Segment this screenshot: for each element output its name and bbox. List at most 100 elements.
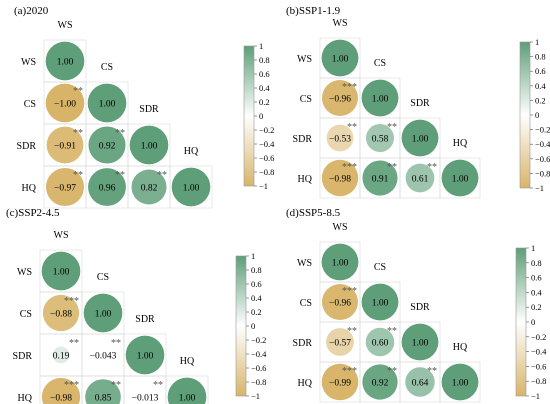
diagonal-label: 1.00 — [332, 259, 349, 269]
colorbar-tick-label: −0.4 — [251, 349, 267, 359]
column-label: WS — [333, 222, 348, 233]
correlation-label: 0.91 — [372, 175, 389, 185]
colorbar-tick-label: −0.2 — [251, 335, 266, 345]
diagonal-label: 1.00 — [99, 100, 116, 110]
significance-mark: ** — [73, 170, 83, 181]
colorbar-tick-label: 0.8 — [251, 265, 262, 275]
column-label: SDR — [139, 104, 159, 115]
significance-mark: ** — [115, 128, 125, 139]
colorbar-tick-label: −0.2 — [259, 125, 274, 135]
row-label: SDR — [17, 141, 37, 152]
column-label: SDR — [135, 314, 155, 325]
row-label: SDR — [293, 134, 313, 145]
row-label: WS — [17, 267, 32, 278]
colorbar-tick-label: 1 — [531, 243, 535, 253]
diagonal-label: 1.00 — [412, 135, 429, 145]
colorbar-tick-label: 0.4 — [259, 83, 270, 93]
panel-0: (a)2020 WS CS SDR HQ WS CS SDR HQ 1.00 1.00 1.00 1.0… — [14, 5, 275, 209]
significance-mark: ** — [427, 162, 437, 173]
colorbar-tick-label: 0 — [535, 110, 539, 120]
correlation-label: 0.85 — [95, 394, 112, 404]
correlation-label: −0.043 — [90, 352, 117, 362]
correlation-label: −0.013 — [132, 394, 159, 404]
diagonal-circle — [41, 251, 81, 291]
row-label: WS — [297, 258, 312, 269]
colorbar-tick-label: −0.6 — [259, 153, 274, 163]
significance-mark: ** — [387, 366, 397, 377]
colorbar-tick-label: −0.4 — [531, 347, 547, 357]
diagonal-circle — [321, 243, 359, 281]
correlation-label: −0.57 — [329, 339, 351, 349]
diagonal-circle — [441, 363, 479, 401]
significance-mark: *** — [342, 162, 357, 173]
colorbar-tick-label: 0.6 — [251, 279, 262, 289]
diagonal-label: 1.00 — [332, 55, 349, 65]
diagonal-circle — [361, 283, 399, 321]
significance-mark: *** — [342, 286, 357, 297]
colorbar — [519, 41, 531, 189]
correlation-circle — [42, 294, 80, 332]
correlation-circle — [326, 328, 354, 356]
correlation-circle — [321, 159, 359, 197]
row-label: HQ — [22, 183, 37, 194]
diagonal-label: 1.00 — [95, 310, 112, 320]
significance-mark: ** — [153, 380, 163, 391]
row-label: HQ — [298, 378, 313, 389]
diagonal-label: 1.00 — [141, 142, 158, 152]
colorbar-tick-label: 0.2 — [531, 302, 542, 312]
correlation-circle — [365, 327, 395, 357]
significance-mark: *** — [64, 380, 79, 391]
colorbar-tick-label: −1 — [535, 183, 544, 193]
correlation-circle — [41, 377, 81, 404]
significance-mark: ** — [347, 326, 357, 337]
colorbar-tick-label: −0.6 — [531, 361, 546, 371]
significance-mark: ** — [111, 338, 121, 349]
panel-title: (b)SSP1-1.9 — [286, 5, 341, 17]
correlation-circle — [321, 79, 359, 117]
colorbar-tick-label: −0.8 — [251, 377, 266, 387]
colorbar-tick-label: −0.4 — [535, 139, 550, 149]
diagonal-label: 1.00 — [372, 299, 389, 309]
correlation-circle — [85, 379, 121, 404]
colorbar-tick-label: −0.6 — [535, 154, 550, 164]
significance-mark: ** — [73, 86, 83, 97]
correlation-label: −0.99 — [329, 379, 351, 389]
correlation-label: 0.96 — [99, 184, 116, 194]
row-label: CS — [24, 99, 36, 110]
diagonal-circle — [441, 159, 479, 197]
correlation-circle — [46, 126, 84, 164]
colorbar-tick-label: −0.4 — [259, 139, 275, 149]
panel-title: (d)SSP5-8.5 — [286, 207, 341, 219]
column-label: WS — [333, 18, 348, 29]
column-label: CS — [101, 62, 113, 73]
colorbar-tick-label: −0.8 — [259, 167, 274, 177]
column-label: WS — [58, 20, 73, 31]
diagonal-label: 1.00 — [137, 352, 154, 362]
colorbar — [243, 45, 255, 187]
correlation-circle — [405, 367, 435, 397]
significance-mark: ** — [111, 380, 121, 391]
colorbar-tick-label: 0.4 — [535, 81, 546, 91]
colorbar-tick-label: 0.4 — [531, 287, 542, 297]
colorbar-tick-label: 0.6 — [259, 69, 270, 79]
significance-mark: ** — [387, 162, 397, 173]
correlation-circle — [88, 168, 126, 206]
diagonal-circle — [401, 119, 439, 157]
diagonal-label: 1.00 — [412, 339, 429, 349]
row-label: HQ — [298, 174, 313, 185]
correlation-label: −1.00 — [54, 100, 76, 110]
column-label: CS — [374, 262, 386, 273]
significance-mark: ** — [427, 366, 437, 377]
diagonal-label: 1.00 — [452, 379, 469, 389]
diagonal-circle — [361, 79, 399, 117]
significance-mark: ** — [115, 170, 125, 181]
colorbar-tick-label: −1 — [259, 181, 268, 191]
correlation-label: 0.64 — [412, 379, 429, 389]
column-label: SDR — [410, 302, 430, 313]
colorbar-tick-label: 0.2 — [251, 307, 262, 317]
colorbar-tick-label: −0.8 — [535, 168, 550, 178]
column-label: HQ — [184, 146, 199, 157]
correlation-label: 0.60 — [372, 339, 389, 349]
colorbar-tick-label: −1 — [251, 391, 260, 401]
colorbar-tick-label: 0 — [251, 321, 255, 331]
